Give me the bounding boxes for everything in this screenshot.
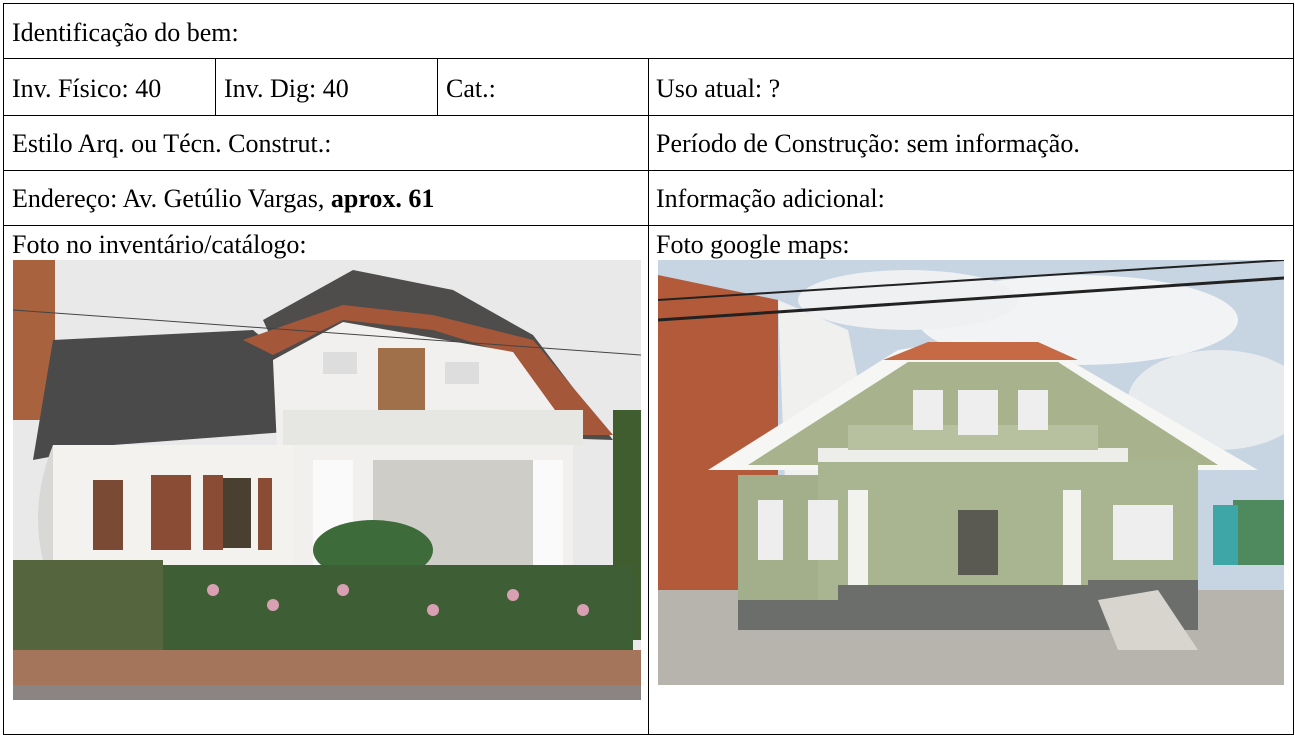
field: Endereço: Av. Getúlio Vargas, aprox. 61 — [12, 184, 434, 214]
field: Cat.: — [446, 74, 496, 103]
field: Estilo Arq. ou Técn. Construt.: — [12, 129, 332, 158]
field: Período de Construção: sem informação. — [656, 129, 1080, 158]
address: Endereço: Av. Getúlio Vargas, — [12, 184, 325, 213]
photo-google-maps — [658, 260, 1284, 685]
photo-label: Foto no inventário/catálogo: — [12, 230, 307, 259]
form-title: Identificação do bem: — [12, 18, 239, 47]
field: Inv. Físico: 40 — [12, 74, 162, 103]
photo-inventory — [13, 260, 641, 700]
field: Informação adicional: — [656, 184, 885, 213]
field: Uso atual: ? — [656, 74, 781, 103]
photo-label: Foto google maps: — [656, 230, 850, 259]
address-number: aprox. 61 — [330, 184, 435, 213]
field: Inv. Dig: 40 — [224, 74, 349, 103]
